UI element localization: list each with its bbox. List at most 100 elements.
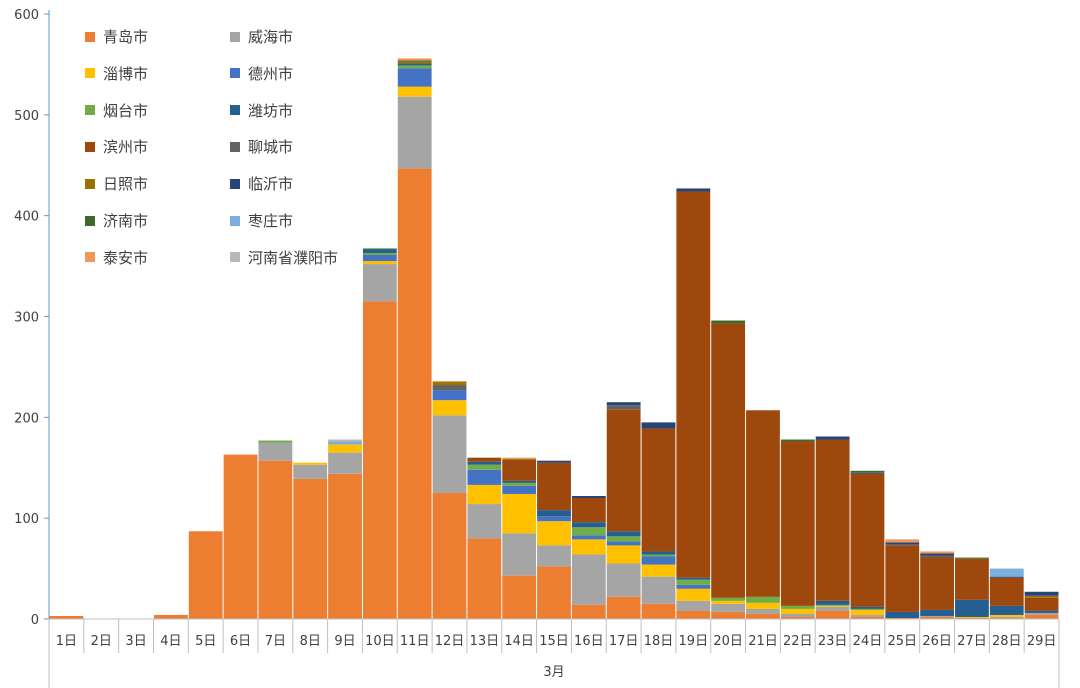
bar-segment <box>885 542 920 545</box>
bar-segment <box>641 428 676 552</box>
bar-segment <box>362 261 397 265</box>
bar-segment <box>467 469 502 485</box>
x-tick-label: 5日 <box>195 634 216 649</box>
bar-segment <box>1024 595 1059 598</box>
x-tick-label: 3日 <box>125 634 146 649</box>
bar-segment <box>780 616 815 619</box>
legend-swatch <box>230 141 240 152</box>
bar-segment <box>502 480 537 483</box>
bar-segment <box>397 65 432 69</box>
bar-segment <box>676 579 711 585</box>
bar-segment <box>606 563 641 597</box>
bar-segment <box>641 556 676 565</box>
bar-segment <box>780 605 815 609</box>
bar-segment <box>537 462 571 511</box>
legend-swatch <box>85 252 95 263</box>
bar-segment <box>989 576 1024 578</box>
bar-segment <box>397 168 432 619</box>
legend-label: 威海市 <box>248 28 294 46</box>
bar-segment <box>989 617 1024 619</box>
bar-segment <box>432 382 467 386</box>
x-tick-label: 15日 <box>539 634 569 649</box>
bar-segment <box>676 584 711 589</box>
legend-item: 威海市 <box>230 26 293 47</box>
legend-label: 潍坊市 <box>248 101 294 120</box>
x-tick-label: 20日 <box>713 634 743 649</box>
x-tick-label: 18日 <box>644 634 674 649</box>
y-tick-label: 100 <box>14 512 39 527</box>
bar-segment <box>328 452 362 474</box>
bar-segment <box>711 611 746 619</box>
bar-segment <box>815 439 850 601</box>
bar-segment <box>432 381 467 383</box>
bar-segment <box>432 390 467 401</box>
bar-segment <box>711 600 746 604</box>
bar-segment <box>641 422 676 429</box>
bar-segment <box>676 191 711 578</box>
x-axis-label: 3月 <box>543 665 564 680</box>
bar-segment <box>537 510 571 517</box>
bar-segment <box>711 320 746 324</box>
x-tick-label: 8日 <box>300 634 321 649</box>
bar-segment <box>711 597 746 601</box>
bar-segment <box>258 440 293 443</box>
legend-item: 淄博市 <box>85 63 148 84</box>
bar-segment <box>676 588 711 601</box>
bar-segment <box>328 441 362 445</box>
bar-segment <box>850 472 885 474</box>
bar-segment <box>606 541 641 546</box>
bar-segment <box>780 441 815 606</box>
legend-swatch <box>85 141 95 152</box>
bar-segment <box>537 516 571 522</box>
bar-segment <box>502 493 537 534</box>
legend-label: 聊城市 <box>248 138 294 157</box>
bar-segment <box>989 614 1024 617</box>
bar-segment <box>920 557 955 610</box>
bar-segment <box>815 600 850 605</box>
bar-segment <box>502 575 537 619</box>
bar-segment <box>606 596 641 619</box>
bar-segment <box>850 616 885 619</box>
x-tick-label: 25日 <box>888 634 918 649</box>
bar-segment <box>432 492 467 619</box>
bar-segment <box>641 554 676 557</box>
bar-segment <box>676 600 711 611</box>
bar-segment <box>188 531 223 619</box>
bar-segment <box>571 498 606 523</box>
bar-segment <box>397 96 432 169</box>
legend-label: 泰安市 <box>103 248 149 267</box>
bar-segment <box>780 439 815 442</box>
bar-segment <box>955 599 989 617</box>
legend-item: 烟台市 <box>85 100 148 121</box>
bar-segment <box>502 482 537 486</box>
bar-segment <box>955 616 989 618</box>
bar-segment <box>746 613 780 619</box>
bar-segment <box>989 605 1024 615</box>
legend-item: 聊城市 <box>230 136 293 157</box>
bar-segment <box>641 603 676 619</box>
bar-segment <box>815 604 850 606</box>
legend-item: 滨州市 <box>85 136 148 157</box>
bar-segment <box>502 485 537 494</box>
legend-swatch <box>85 215 95 226</box>
bar-segment <box>467 457 502 462</box>
x-tick-label: 26日 <box>922 634 952 649</box>
legend-label: 枣庄市 <box>248 212 294 230</box>
x-tick-label: 10日 <box>365 634 395 649</box>
bar-segment <box>362 248 397 250</box>
legend-label: 日照市 <box>103 175 149 194</box>
bar-segment <box>641 564 676 577</box>
legend-label: 德州市 <box>248 64 294 83</box>
bar-segment <box>711 603 746 612</box>
x-tick-label: 19日 <box>679 634 709 649</box>
bar-segment <box>850 608 885 610</box>
x-tick-label: 2日 <box>91 634 112 649</box>
bar-segment <box>432 400 467 416</box>
legend-swatch <box>230 68 240 79</box>
bar-segment <box>502 459 537 481</box>
legend-swatch <box>230 178 240 189</box>
bar-segment <box>920 616 955 619</box>
x-tick-label: 1日 <box>56 634 77 649</box>
x-tick-label: 24日 <box>853 634 883 649</box>
bar-segment <box>571 604 606 619</box>
